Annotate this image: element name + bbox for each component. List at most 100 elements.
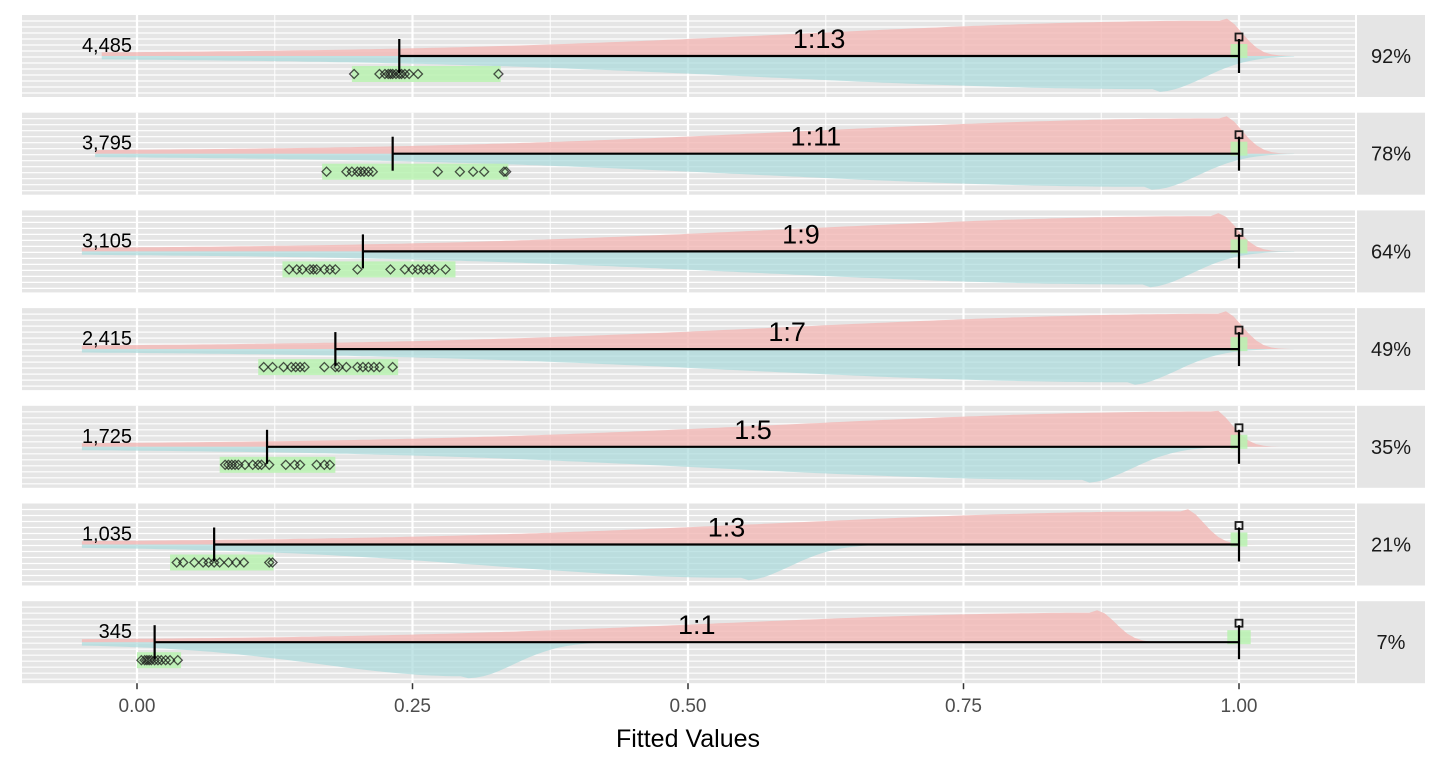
negative-point <box>432 166 444 178</box>
negative-point <box>399 263 411 275</box>
negative-point <box>412 68 424 80</box>
negative-point <box>454 166 466 178</box>
negative-point <box>329 263 341 275</box>
positive-density <box>95 153 1295 190</box>
negative-point <box>258 361 270 373</box>
facet-strip <box>1357 405 1425 488</box>
negative-point <box>440 263 451 275</box>
negative-point <box>478 166 490 178</box>
x-tick-label: 1.00 <box>1221 696 1258 717</box>
negative-density <box>81 509 1295 545</box>
negative-point <box>324 459 336 471</box>
facet-strip-label: 7% <box>1377 632 1406 654</box>
negative-point <box>367 166 379 178</box>
negative-point <box>321 166 332 178</box>
negative-point <box>223 557 234 568</box>
panel-1: 1:13 4,485 92% <box>22 15 1425 97</box>
positive-density <box>81 349 1295 385</box>
x-tick-label: 0.25 <box>394 696 431 717</box>
negative-density <box>95 116 1295 154</box>
ratio-label: 1:11 <box>791 122 842 152</box>
facet-strip <box>1357 112 1425 195</box>
negative-point <box>340 361 352 373</box>
facet-strip-label: 78% <box>1371 144 1411 166</box>
count-label: 1,725 <box>82 426 132 448</box>
panels-layer: 1:13 4,485 92% 1:11 3,795 78% 1:9 3,105 64% 1:7 2,… <box>22 15 1425 684</box>
facet-strip-label: 64% <box>1371 241 1411 263</box>
panel-4: 1:7 2,415 49% <box>22 308 1425 391</box>
negative-point <box>399 68 411 80</box>
facet-strip <box>1357 308 1425 391</box>
x-tick-label: 0.75 <box>945 696 982 717</box>
negative-point <box>155 654 167 666</box>
negative-point <box>256 459 267 471</box>
positive-density <box>101 56 1295 92</box>
negative-point <box>363 166 374 178</box>
count-label: 2,415 <box>82 328 132 350</box>
negative-point <box>294 361 306 373</box>
negative-point <box>311 459 323 471</box>
ratio-label: 1:1 <box>678 610 716 640</box>
facet-strip-label: 35% <box>1371 437 1411 459</box>
ratio-label: 1:3 <box>708 513 746 543</box>
negative-point <box>374 361 385 373</box>
facet-strip <box>1357 503 1425 586</box>
negative-point <box>355 166 367 178</box>
negative-density <box>101 18 1295 57</box>
count-label: 345 <box>99 621 132 643</box>
negative-point <box>290 361 302 373</box>
x-axis-title: Fitted Values <box>616 725 760 753</box>
negative-point <box>296 263 308 275</box>
negative-point <box>238 557 250 568</box>
facet-strip <box>1357 601 1425 684</box>
positive-density <box>81 446 1295 483</box>
negative-point <box>467 166 479 178</box>
negative-point <box>403 68 415 80</box>
x-axis: 0.00 0.25 0.50 0.75 1.00 <box>119 683 1258 717</box>
negative-point <box>318 361 330 373</box>
negative-point <box>385 263 396 275</box>
negative-point <box>278 361 289 373</box>
negative-point <box>382 68 394 80</box>
panel-5: 1:5 1,725 35% <box>22 405 1425 488</box>
negative-point <box>229 459 241 471</box>
negative-point <box>252 459 264 471</box>
facet-strip-label: 92% <box>1371 46 1411 68</box>
negative-point <box>164 654 176 666</box>
ratio-label: 1:9 <box>782 219 820 249</box>
negative-point <box>141 654 153 666</box>
panel-3: 1:9 3,105 64% <box>22 210 1425 293</box>
facet-strip <box>1357 15 1425 97</box>
facet-strip-label: 21% <box>1371 535 1411 557</box>
positive-density <box>81 544 1295 581</box>
ratio-label: 1:5 <box>734 415 772 445</box>
negative-density <box>81 410 1295 447</box>
negative-density <box>81 213 1295 252</box>
negative-point <box>387 361 399 373</box>
negative-density <box>81 610 1295 643</box>
count-label: 3,795 <box>82 133 132 155</box>
negative-point <box>358 166 370 178</box>
negative-point <box>188 557 200 568</box>
negative-point <box>283 263 295 275</box>
positive-density <box>81 642 1295 679</box>
positive-density <box>81 251 1295 288</box>
count-label: 4,485 <box>82 35 132 57</box>
negative-point <box>348 68 360 80</box>
x-tick-label: 0.50 <box>670 696 707 717</box>
negative-point <box>239 459 251 471</box>
negative-point <box>294 459 306 471</box>
panel-6: 1:3 1,035 21% <box>22 503 1425 586</box>
negative-point <box>172 654 184 666</box>
negative-point <box>177 557 189 568</box>
negative-point <box>429 263 440 275</box>
negative-point <box>307 263 319 275</box>
negative-point <box>230 557 242 568</box>
negative-density <box>81 311 1295 350</box>
negative-point <box>214 557 226 568</box>
facet-strip <box>1357 210 1425 293</box>
negative-point <box>280 459 292 471</box>
negative-point <box>285 361 297 373</box>
negative-point <box>160 654 172 666</box>
